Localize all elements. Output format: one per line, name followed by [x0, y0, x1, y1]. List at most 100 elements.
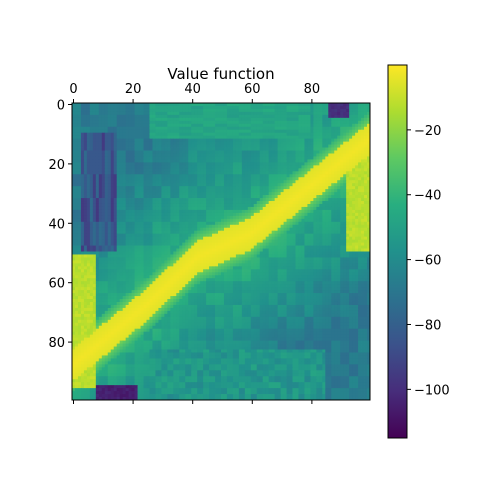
heatmap-cell [361, 114, 365, 119]
heatmap-cell [143, 227, 147, 232]
heatmap-cell [155, 242, 159, 246]
heatmap-cell [95, 120, 100, 125]
heatmap-cell [295, 103, 299, 107]
heatmap-cell [313, 120, 317, 125]
heatmap-cell [218, 224, 222, 229]
heatmap-cell [277, 153, 281, 157]
heatmap-cell [277, 195, 281, 199]
heatmap-cell [241, 147, 246, 151]
heatmap-cell [349, 183, 353, 187]
heatmap-cell [200, 245, 204, 249]
heatmap-cell [98, 159, 103, 163]
heatmap-cell [221, 129, 225, 134]
heatmap-cell [319, 245, 323, 249]
heatmap-cell [334, 159, 338, 163]
heatmap-cell [334, 248, 338, 252]
heatmap-cell [107, 162, 112, 166]
heatmap-cell [176, 174, 180, 178]
heatmap-cell [134, 114, 138, 119]
heatmap-cell [298, 221, 302, 226]
heatmap-cell [110, 147, 115, 151]
heatmap-cell [352, 206, 356, 211]
heatmap-cell [72, 245, 76, 249]
heatmap-cell [170, 224, 174, 229]
heatmap-cell [268, 230, 273, 235]
heatmap-cell [200, 239, 204, 243]
heatmap-cell [80, 129, 85, 134]
heatmap-cell [203, 108, 207, 113]
heatmap-cell [86, 233, 91, 238]
heatmap-cell [77, 233, 82, 238]
heatmap-cell [235, 242, 240, 246]
heatmap-cell [98, 215, 103, 220]
heatmap-cell [265, 242, 270, 246]
heatmap-cell [113, 230, 118, 235]
heatmap-cell [319, 227, 323, 232]
heatmap-cell [74, 111, 79, 116]
heatmap-cell [107, 230, 112, 235]
heatmap-cell [232, 105, 237, 110]
heatmap-cell [158, 201, 162, 205]
heatmap-cell [95, 165, 100, 169]
heatmap-cell [155, 198, 159, 202]
heatmap-cell [218, 242, 222, 246]
heatmap-cell [221, 186, 225, 190]
heatmap-cell [238, 242, 243, 246]
heatmap-cell [72, 150, 76, 154]
heatmap-cell [229, 212, 234, 217]
heatmap-cell [194, 117, 198, 122]
heatmap-cell [72, 180, 76, 184]
heatmap-cell [122, 227, 127, 232]
heatmap-cell [286, 108, 290, 113]
heatmap-cell [346, 242, 350, 246]
heatmap-cell [113, 206, 118, 211]
heatmap-cell [322, 221, 326, 226]
heatmap-cell [313, 168, 317, 172]
heatmap-cell [244, 218, 249, 223]
heatmap-cell [161, 189, 165, 193]
heatmap-cell [161, 120, 165, 125]
heatmap-cell [80, 209, 85, 214]
heatmap-cell [298, 105, 302, 110]
heatmap-cell [307, 192, 311, 196]
heatmap-cell [244, 186, 249, 190]
heatmap-cell [274, 239, 279, 243]
heatmap-cell [277, 150, 281, 154]
heatmap-cell [331, 156, 335, 160]
heatmap-cell [203, 129, 207, 134]
heatmap-cell [98, 248, 103, 252]
heatmap-cell [170, 239, 174, 243]
heatmap-cell [158, 248, 162, 252]
heatmap-cell [319, 129, 323, 134]
heatmap-cell [212, 108, 216, 113]
heatmap-cell [226, 144, 231, 148]
heatmap-cell [301, 201, 305, 205]
heatmap-cell [292, 245, 296, 249]
heatmap-cell [74, 135, 79, 140]
heatmap-cell [316, 198, 320, 202]
heatmap-cell [146, 183, 150, 187]
heatmap-cell [200, 108, 204, 113]
heatmap-cell [265, 245, 270, 249]
heatmap-cell [131, 206, 135, 211]
heatmap-cell [331, 189, 335, 193]
heatmap-cell [250, 117, 255, 122]
heatmap-cell [125, 224, 130, 229]
heatmap-cell [319, 123, 323, 128]
heatmap-cell [259, 233, 264, 238]
heatmap-cell [292, 138, 296, 143]
heatmap-cell [215, 227, 219, 232]
heatmap-cell [322, 135, 326, 140]
heatmap-cell [316, 132, 320, 137]
heatmap-cell [221, 248, 225, 252]
heatmap-cell [170, 165, 174, 169]
heatmap-cell [218, 236, 222, 241]
heatmap-cell [188, 144, 192, 148]
heatmap-cell [206, 239, 210, 243]
heatmap-cell [203, 156, 207, 160]
heatmap-cell [134, 150, 138, 154]
heatmap-cell [131, 218, 135, 223]
heatmap-cell [164, 203, 168, 208]
heatmap-cell [107, 192, 112, 196]
heatmap-cell [140, 114, 144, 119]
